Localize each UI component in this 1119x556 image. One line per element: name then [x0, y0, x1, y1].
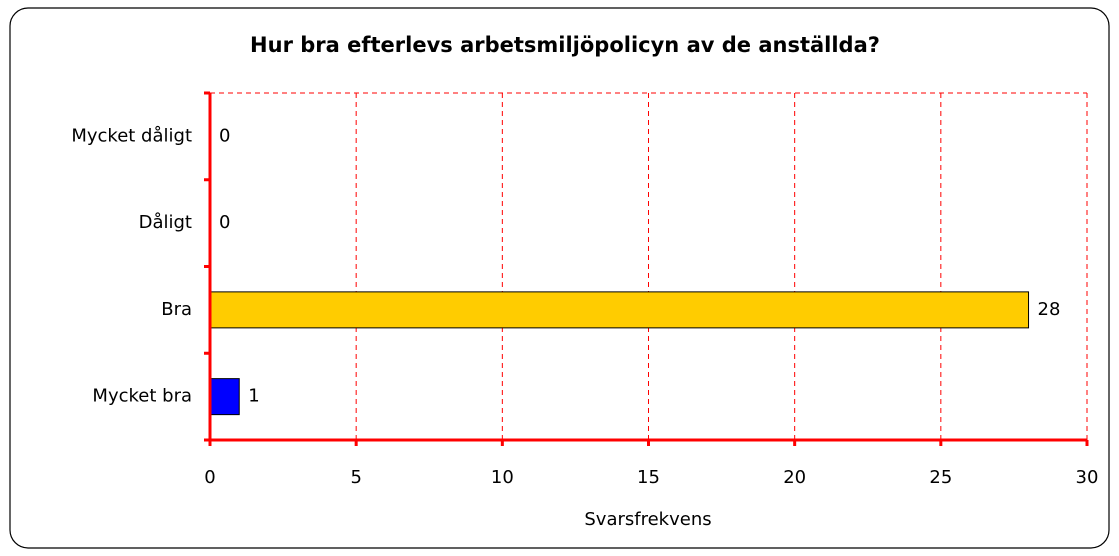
y-tick-label: Bra — [161, 299, 192, 320]
data-label: 1 — [248, 386, 259, 407]
bar — [209, 291, 1030, 329]
x-tick-label: 10 — [491, 467, 514, 488]
x-tick-label: 15 — [637, 467, 660, 488]
data-label: 28 — [1038, 299, 1061, 320]
chart-frame — [9, 7, 1110, 549]
y-tick-label: Mycket dåligt — [71, 125, 192, 146]
data-label: 0 — [219, 212, 230, 233]
x-axis-title: Svarsfrekvens — [584, 509, 711, 530]
y-tick-label: Dåligt — [139, 212, 192, 233]
y-tick-label: Mycket bra — [92, 386, 192, 407]
x-tick-label: 25 — [929, 467, 952, 488]
x-tick-label: 30 — [1076, 467, 1099, 488]
bar — [209, 378, 240, 416]
x-tick-label: 20 — [783, 467, 806, 488]
chart-title: Hur bra efterlevs arbetsmiljöpolicyn av … — [250, 33, 880, 57]
x-tick-label: 5 — [350, 467, 361, 488]
data-label: 0 — [219, 125, 230, 146]
x-tick-label: 0 — [204, 467, 215, 488]
